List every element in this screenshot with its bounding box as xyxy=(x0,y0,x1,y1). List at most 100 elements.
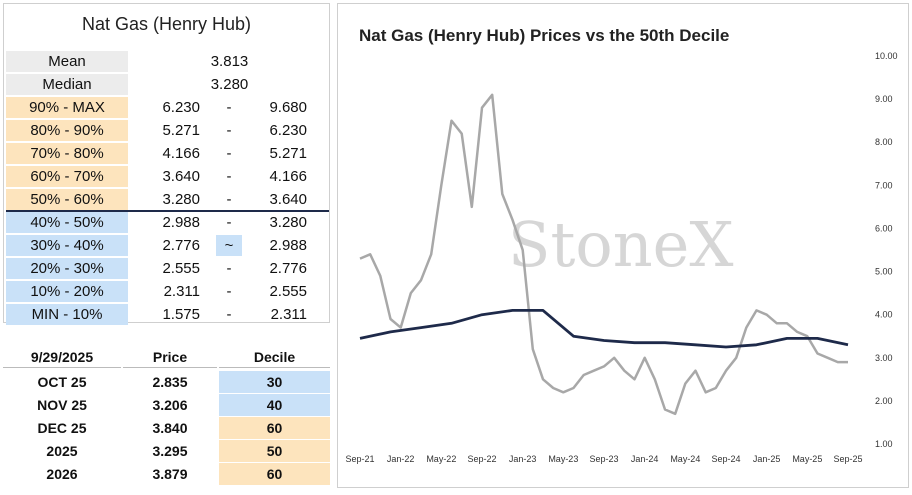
decile-label: 80% - 90% xyxy=(6,120,128,141)
stat-row: Mean 3.813 xyxy=(6,51,329,73)
contracts-table-panel: 9/29/2025 Price Decile OCT 25 2.835 30 NOV … xyxy=(3,346,330,488)
decile-row: MIN - 10% 1.575 - 2.311 xyxy=(6,304,329,326)
decile-label: 90% - MAX xyxy=(6,97,128,118)
decile-label: 10% - 20% xyxy=(6,281,128,302)
decile-low: 2.555 xyxy=(162,260,200,277)
decile-low: 2.988 xyxy=(162,214,200,231)
median-separator xyxy=(6,210,329,212)
x-tick-label: Jan-23 xyxy=(509,454,537,464)
price-chart: StoneX Nat Gas (Henry Hub) Prices vs the… xyxy=(345,26,898,464)
decile-separator: - xyxy=(226,99,232,116)
decile-label: 50% - 60% xyxy=(6,189,128,210)
decile-separator: - xyxy=(226,306,232,323)
x-tick-label: Sep-25 xyxy=(833,454,862,464)
date-header: 9/29/2025 xyxy=(3,346,121,368)
contract-name: OCT 25 xyxy=(37,374,87,390)
y-tick-label: 5.00 xyxy=(875,267,893,277)
stat-value: 3.280 xyxy=(210,76,249,93)
decile-low: 2.776 xyxy=(162,237,200,254)
contract-row: 2026 3.879 60 xyxy=(3,463,330,485)
decile-separator: ~ xyxy=(216,235,242,256)
chart-title: Nat Gas (Henry Hub) Prices vs the 50th D… xyxy=(359,26,729,45)
decile-table-panel: Nat Gas (Henry Hub) Mean 3.813 Median 3.280… xyxy=(3,3,330,326)
y-tick-label: 3.00 xyxy=(875,353,893,363)
contract-decile: 50 xyxy=(219,440,330,462)
y-tick-label: 8.00 xyxy=(875,137,893,147)
decile-high: 5.271 xyxy=(269,145,307,162)
x-tick-label: Sep-24 xyxy=(711,454,740,464)
contract-price: 2.835 xyxy=(152,374,188,390)
decile-label: 60% - 70% xyxy=(6,166,128,187)
decile-low: 3.640 xyxy=(162,168,200,185)
price-header: Price xyxy=(123,346,217,368)
decile-header: Decile xyxy=(219,346,330,368)
y-tick-label: 10.00 xyxy=(875,51,898,61)
decile-high: 2.776 xyxy=(269,260,307,277)
contract-row: OCT 25 2.835 30 xyxy=(3,371,330,393)
decile-separator: - xyxy=(226,168,232,185)
decile-label: MIN - 10% xyxy=(6,304,128,325)
decile-row: 80% - 90% 5.271 - 6.230 xyxy=(6,120,329,142)
contract-price: 3.295 xyxy=(152,443,188,459)
decile-high: 6.230 xyxy=(269,122,307,139)
decile-row: 20% - 30% 2.555 - 2.776 xyxy=(6,258,329,280)
x-tick-label: Sep-21 xyxy=(345,454,374,464)
contract-row: NOV 25 3.206 40 xyxy=(3,394,330,416)
decile-label: 20% - 30% xyxy=(6,258,128,279)
contract-name: NOV 25 xyxy=(37,397,87,413)
decile-high: 3.640 xyxy=(269,191,307,208)
decile-separator: - xyxy=(226,191,232,208)
decile-low: 3.280 xyxy=(162,191,200,208)
contract-decile: 30 xyxy=(219,371,330,393)
contract-name: DEC 25 xyxy=(37,420,87,436)
y-tick-label: 7.00 xyxy=(875,180,893,190)
x-tick-label: Sep-23 xyxy=(589,454,618,464)
median-decile-line xyxy=(359,308,849,349)
decile-label: 30% - 40% xyxy=(6,235,128,256)
table-title: Nat Gas (Henry Hub) xyxy=(81,14,252,34)
decile-row: 30% - 40% 2.776 ~2.988 xyxy=(6,235,329,257)
stat-row: Median 3.280 xyxy=(6,74,329,96)
x-tick-label: May-24 xyxy=(670,454,700,464)
stat-value: 3.813 xyxy=(210,53,249,70)
decile-low: 1.575 xyxy=(162,306,200,323)
decile-separator: - xyxy=(226,122,232,139)
decile-low: 2.311 xyxy=(163,283,200,300)
x-tick-label: May-22 xyxy=(426,454,456,464)
x-tick-label: Jan-24 xyxy=(631,454,659,464)
contracts-header-row: 9/29/2025 Price Decile xyxy=(3,346,330,368)
decile-separator: - xyxy=(226,283,232,300)
decile-high: 2.311 xyxy=(270,306,307,323)
stat-label: Mean xyxy=(6,51,128,72)
contract-decile: 60 xyxy=(219,417,330,439)
y-tick-label: 4.00 xyxy=(875,310,893,320)
decile-high: 2.988 xyxy=(269,237,307,254)
decile-high: 9.680 xyxy=(269,99,307,116)
contract-price: 3.206 xyxy=(152,397,188,413)
decile-high: 3.280 xyxy=(269,214,307,231)
decile-row: 70% - 80% 4.166 - 5.271 xyxy=(6,143,329,165)
decile-row: 40% - 50% 2.988 - 3.280 xyxy=(6,212,329,234)
y-tick-label: 6.00 xyxy=(875,223,893,233)
decile-separator: - xyxy=(226,260,232,277)
decile-separator: - xyxy=(226,145,232,162)
contract-price: 3.840 xyxy=(152,420,188,436)
x-tick-label: Jan-25 xyxy=(753,454,781,464)
contract-decile: 40 xyxy=(219,394,330,416)
x-tick-label: Jan-22 xyxy=(387,454,415,464)
contract-row: DEC 25 3.840 60 xyxy=(3,417,330,439)
decile-high: 2.555 xyxy=(269,283,307,300)
decile-label: 40% - 50% xyxy=(6,212,128,233)
decile-high: 4.166 xyxy=(269,168,307,185)
chart-panel: StoneX Nat Gas (Henry Hub) Prices vs the… xyxy=(337,3,909,488)
decile-row: 50% - 60% 3.280 - 3.640 xyxy=(6,189,329,211)
decile-row: 10% - 20% 2.311 - 2.555 xyxy=(6,281,329,303)
decile-low: 4.166 xyxy=(162,145,200,162)
y-tick-label: 9.00 xyxy=(875,94,893,104)
y-tick-label: 2.00 xyxy=(875,396,893,406)
x-tick-label: May-23 xyxy=(548,454,578,464)
contract-row: 2025 3.295 50 xyxy=(3,440,330,462)
y-tick-label: 1.00 xyxy=(875,439,893,449)
decile-separator: - xyxy=(226,214,232,231)
contract-price: 3.879 xyxy=(152,466,188,482)
